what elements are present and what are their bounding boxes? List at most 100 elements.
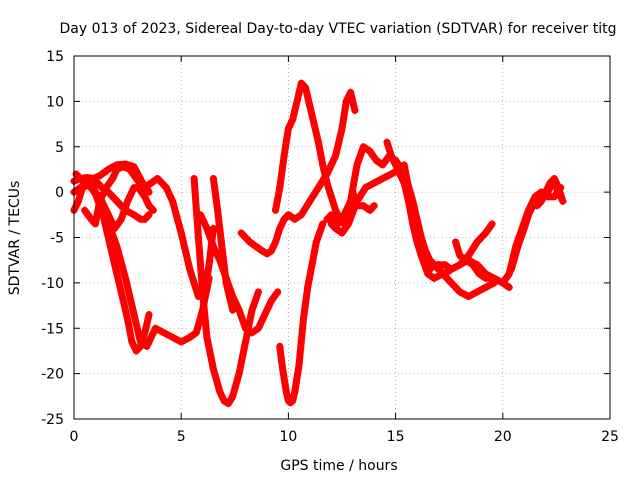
data-point [514,243,522,251]
data-point [145,311,153,319]
data-point [248,306,256,314]
data-point [151,324,159,332]
data-point [235,306,243,314]
data-point [242,324,250,332]
data-point [409,206,417,214]
data-point [456,261,464,269]
data-point [413,229,421,237]
data-point [550,193,558,201]
data-point [400,161,408,169]
data-point [417,252,425,260]
data-point [76,175,84,183]
data-point [387,170,395,178]
data-point [169,333,177,341]
data-point [370,202,378,210]
data-point [314,184,322,192]
data-point [272,238,280,246]
data-point [218,243,226,251]
data-point [143,342,151,350]
data-point [87,215,95,223]
data-point [314,138,322,146]
data-point [113,197,121,205]
data-point [94,179,102,187]
data-point [237,229,245,237]
data-point [76,184,84,192]
axis-ticks: 0 5 10 15 20 25 -25 -20 -15 -10 -5 0 5 10 15 [41,49,619,445]
data-point [177,338,185,346]
data-point [222,279,230,287]
data-point [278,361,286,369]
data-point [214,206,222,214]
data-point [216,388,224,396]
data-point [267,297,275,305]
data-point [332,206,340,214]
data-point [520,224,528,232]
data-point [344,220,352,228]
data-point [74,197,82,205]
data-point [439,270,447,278]
data-point [319,220,327,228]
data-point [220,397,228,405]
data-point [291,215,299,223]
data-point [482,274,490,282]
data-point [272,206,280,214]
data-point [276,184,284,192]
data-point [533,193,541,201]
data-point [111,261,119,269]
series-line [383,138,513,291]
data-series [72,170,157,232]
plot-frame [73,55,611,420]
data-point [302,84,310,92]
data-point [379,161,387,169]
data-point [169,197,177,205]
data-point [248,329,256,337]
data-point [505,283,513,291]
data-point [370,179,378,187]
data-series [533,175,567,210]
data-point [542,188,550,196]
data-point [473,288,481,296]
data-point [229,392,237,400]
data-point [109,175,117,183]
x-tick-label: 20 [494,429,512,445]
data-point [96,172,104,180]
data-point [507,265,515,273]
data-series [209,175,237,314]
data-point [284,211,292,219]
data-point [319,161,327,169]
data-point [550,175,558,183]
data-point [353,197,361,205]
data-point [537,197,545,205]
data-point [456,288,464,296]
data-point [209,365,217,373]
data-point [242,234,250,241]
data-point [126,165,134,173]
data-point [310,120,318,128]
data-point [104,234,112,241]
data-point [392,161,400,169]
data-point [304,283,312,291]
data-point [366,206,374,214]
data-point [327,211,335,219]
data-point [482,283,490,291]
data-point [147,333,155,341]
data-point [464,292,472,300]
data-point [546,179,554,187]
data-point [359,202,367,210]
y-tick-label: 0 [55,185,64,201]
data-point [154,175,162,183]
data-point [426,256,434,264]
data-series [400,161,498,300]
data-point [332,224,340,232]
data-point [282,388,290,396]
data-point [379,175,387,183]
data-point [359,143,367,151]
data-point [261,311,269,319]
data-point [462,256,470,264]
data-point [209,224,217,232]
data-point [488,220,496,228]
data-point [280,215,288,223]
data-point [124,197,132,205]
data-point [199,288,207,296]
data-point [224,400,232,408]
